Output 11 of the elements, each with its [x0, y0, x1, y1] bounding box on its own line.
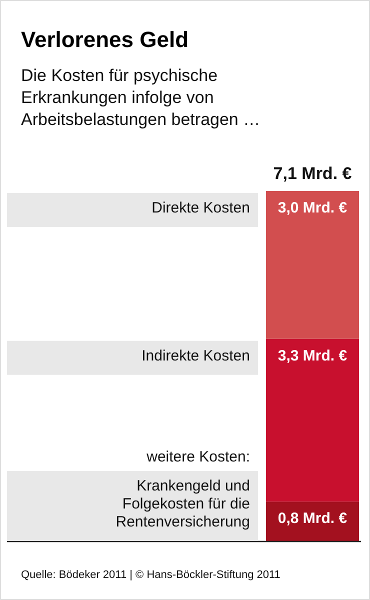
series-label: Direkte Kosten: [152, 200, 250, 217]
data-label: 3,0 Mrd. €: [278, 200, 348, 217]
data-label: 3,3 Mrd. €: [278, 348, 348, 365]
chart-subtitle: Die Kosten für psychische Erkrankungen infolge von Arbeitsbelastungen betragen …: [21, 65, 262, 131]
series-label: Indirekte Kosten: [142, 348, 250, 365]
series-label: Krankengeld und Folgekosten für die Rentenversicherung: [116, 478, 250, 531]
text: weitere Kosten:: [146, 448, 250, 466]
total-label: 7,1 Mrd. €: [273, 164, 352, 184]
data-label: 0,8 Mrd. €: [278, 510, 348, 528]
source-note: Quelle: Bödeker 2011 | © Hans-Böckler-Stiftung 2011: [21, 569, 280, 581]
chart-title: Verlorenes Geld: [21, 27, 189, 53]
